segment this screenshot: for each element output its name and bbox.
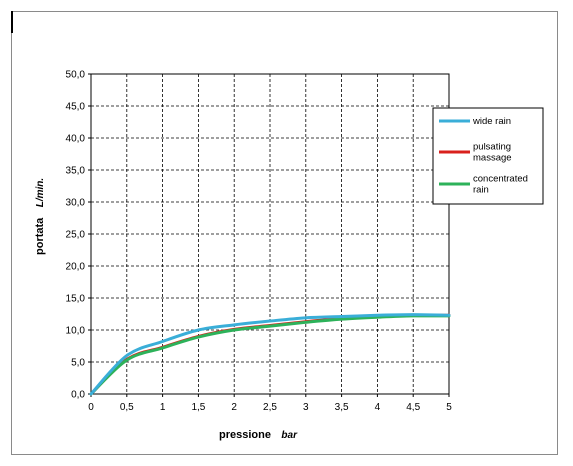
x-tick-label: 2 [231,402,237,413]
x-tick-label: 0,5 [120,402,134,413]
y-tick-label: 30,0 [66,198,86,209]
y-tick-label: 45,0 [66,102,86,113]
y-tick-label: 5,0 [71,358,85,369]
corner-mark [11,11,13,33]
grid [91,74,449,394]
x-tick-label: 0 [88,402,94,413]
x-tick-labels: 0 0,5 1 1,5 2 2,5 3 3,5 4 4,5 5 [88,394,452,413]
legend-label-wide-rain: wide rain [472,116,511,127]
y-axis-title: portata L/min. [30,178,47,255]
x-tick-label: 5 [446,402,452,413]
y-tick-label: 10,0 [66,326,86,337]
series-line-wide-rain [89,313,451,396]
x-tick-label: 4 [375,402,381,413]
x-tick-label: 1,5 [191,402,205,413]
y-tick-label: 25,0 [66,230,86,241]
legend-label-concentrated-rain: concentrated rain [473,174,528,196]
y-tick-labels: 0,0 5,0 10,0 15,0 20,0 25,0 30,0 35,0 40,0 45,0 50… [66,70,91,401]
legend-label-pulsating-massage: pulsating massage [473,142,512,164]
y-tick-label: 50,0 [66,70,86,81]
y-tick-label: 35,0 [66,166,86,177]
y-tick-label: 40,0 [66,134,86,145]
series-line-concentrated-rain [89,314,451,396]
legend: wide rain pulsating massage concentrated rai… [432,107,544,205]
x-tick-label: 3,5 [335,402,349,413]
y-tick-label: 20,0 [66,262,86,273]
x-tick-label: 3 [303,402,309,413]
x-tick-label: 1 [160,402,166,413]
y-tick-label: 0,0 [71,390,85,401]
x-tick-label: 4,5 [406,402,420,413]
y-tick-label: 15,0 [66,294,86,305]
x-axis-title: pressione bar [219,425,298,442]
legend-box [432,107,544,205]
series-lines [89,313,451,396]
x-tick-label: 2,5 [263,402,277,413]
